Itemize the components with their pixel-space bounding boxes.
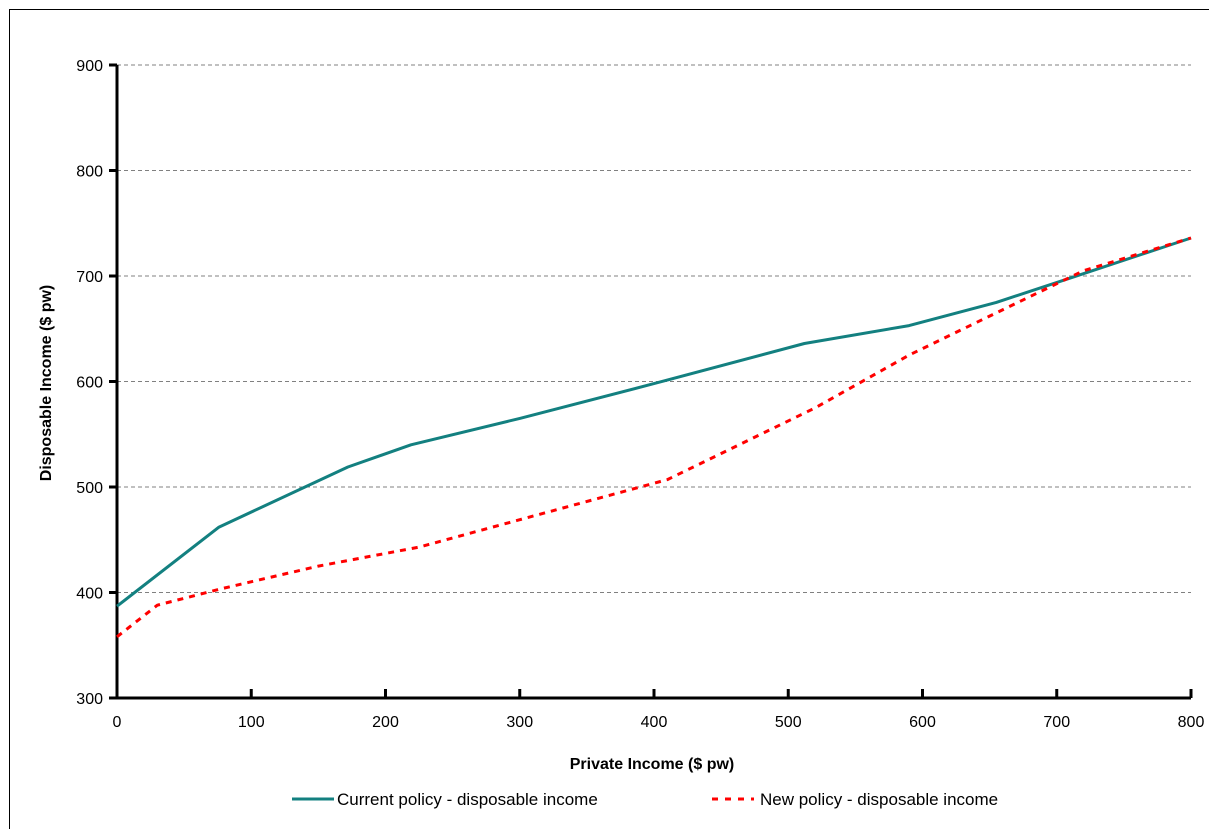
- x-tick-label: 500: [775, 714, 802, 731]
- y-tick-label: 800: [76, 164, 103, 181]
- y-tick-label: 600: [76, 375, 103, 392]
- x-tick-label: 400: [641, 714, 668, 731]
- y-tick-label: 900: [76, 58, 103, 75]
- x-tick-label: 600: [909, 714, 936, 731]
- legend-label-1: Current policy - disposable income: [337, 790, 598, 809]
- series-lines: [116, 236, 1192, 638]
- y-tick-label: 700: [76, 269, 103, 286]
- chart-frame: [9, 9, 1209, 829]
- y-tick-label: 300: [76, 691, 103, 708]
- series-line-1: [116, 236, 1192, 608]
- x-tick-label: 200: [372, 714, 399, 731]
- y-axis-title: Disposable Income ($ pw): [38, 285, 55, 481]
- x-tick-label: 100: [238, 714, 265, 731]
- y-tick-label: 400: [76, 586, 103, 603]
- legend: Current policy - disposable income New po…: [292, 790, 998, 809]
- grid-lines: [117, 64, 1191, 593]
- series-line-2: [116, 236, 1192, 638]
- x-tick-label: 800: [1178, 714, 1205, 731]
- ticks: 300 400 500 600 700 800 900 0 100 200 300 400 500 600…: [76, 58, 1204, 731]
- x-tick-label: 700: [1043, 714, 1070, 731]
- x-tick-label: 300: [506, 714, 533, 731]
- x-axis-title: Private Income ($ pw): [570, 756, 735, 773]
- x-tick-label: 0: [113, 714, 122, 731]
- legend-label-2: New policy - disposable income: [760, 790, 998, 809]
- y-tick-label: 500: [76, 480, 103, 497]
